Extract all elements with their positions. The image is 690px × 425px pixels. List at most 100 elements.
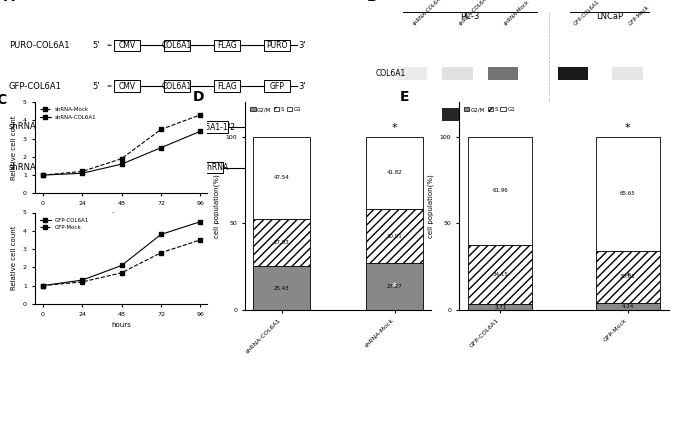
GFP-Mock <box>39 283 47 288</box>
FancyBboxPatch shape <box>264 40 290 51</box>
FancyBboxPatch shape <box>214 80 240 92</box>
shRNA-COL6A1 <box>39 173 47 178</box>
FancyBboxPatch shape <box>172 162 224 173</box>
Bar <box>469 137 532 244</box>
Text: GFP-COL6A1: GFP-COL6A1 <box>573 0 601 26</box>
Legend: GFP-COL6A1, GFP-Mock: GFP-COL6A1, GFP-Mock <box>37 215 92 232</box>
Bar <box>469 244 532 304</box>
shRNA-Mock <box>39 173 47 178</box>
Text: 27.27: 27.27 <box>386 284 402 289</box>
Bar <box>596 137 660 251</box>
FancyBboxPatch shape <box>164 40 190 51</box>
Text: PURO: PURO <box>266 41 288 50</box>
Text: 5': 5' <box>92 41 100 50</box>
Text: shRNA-COL6A1-2: shRNA-COL6A1-2 <box>457 0 495 26</box>
Legend: G2/M, S, G1: G2/M, S, G1 <box>248 105 304 114</box>
Text: 3': 3' <box>298 82 306 91</box>
GFP-Mock <box>196 238 204 243</box>
Bar <box>488 67 518 80</box>
Text: hU6: hU6 <box>119 122 135 131</box>
GFP-Mock <box>78 279 86 284</box>
shRNA-Mock <box>78 169 86 174</box>
Bar <box>366 263 423 310</box>
FancyBboxPatch shape <box>264 80 290 92</box>
GFP-COL6A1 <box>196 219 204 224</box>
Text: *: * <box>392 282 397 292</box>
shRNA-COL6A1 <box>78 171 86 176</box>
Bar <box>253 219 310 266</box>
Text: 25.43: 25.43 <box>274 286 290 291</box>
Bar <box>558 108 588 121</box>
FancyBboxPatch shape <box>256 162 282 173</box>
FancyBboxPatch shape <box>258 121 284 133</box>
Bar <box>613 67 643 80</box>
Text: 41.82: 41.82 <box>386 170 402 176</box>
Text: PC-3: PC-3 <box>460 12 480 21</box>
Text: LNCaP: LNCaP <box>596 12 623 21</box>
FancyBboxPatch shape <box>214 40 240 51</box>
Y-axis label: cell population(%): cell population(%) <box>428 174 434 238</box>
Text: scramble-shRNA: scramble-shRNA <box>166 163 229 172</box>
FancyBboxPatch shape <box>114 80 140 92</box>
Text: *: * <box>625 272 630 282</box>
Text: 65.65: 65.65 <box>620 191 635 196</box>
shRNA-Mock <box>117 156 126 161</box>
shRNA-COL6A1 <box>117 162 126 167</box>
shRNA-Mock <box>196 112 204 117</box>
Y-axis label: Relative cell count: Relative cell count <box>11 226 17 290</box>
Text: 3': 3' <box>290 163 298 172</box>
Text: 61.96: 61.96 <box>493 188 508 193</box>
Text: 3': 3' <box>293 122 300 131</box>
Bar <box>558 67 588 80</box>
GFP-Mock <box>157 250 165 255</box>
Bar <box>397 108 427 121</box>
Text: CMV: CMV <box>118 41 135 50</box>
FancyBboxPatch shape <box>114 121 140 133</box>
Text: 5': 5' <box>92 82 100 91</box>
Text: FLAG: FLAG <box>217 82 237 91</box>
FancyBboxPatch shape <box>114 162 140 173</box>
Bar <box>442 67 473 80</box>
Text: *: * <box>625 123 631 133</box>
Text: 3': 3' <box>298 41 306 50</box>
Bar <box>442 108 473 121</box>
Text: COL6A1: COL6A1 <box>375 69 406 78</box>
Text: GFP-Mock: GFP-Mock <box>628 4 650 26</box>
Text: A: A <box>3 0 14 4</box>
Text: shRNA-COL6A1-1/2: shRNA-COL6A1-1/2 <box>162 122 235 131</box>
Bar <box>596 251 660 303</box>
GFP-COL6A1 <box>78 278 86 283</box>
Bar <box>397 67 427 80</box>
Legend: G2/M, S, G1: G2/M, S, G1 <box>462 105 518 114</box>
Line: shRNA-Mock: shRNA-Mock <box>41 113 202 177</box>
Text: GFP-COL6A1: GFP-COL6A1 <box>8 82 61 91</box>
Text: C: C <box>0 93 7 107</box>
Line: GFP-COL6A1: GFP-COL6A1 <box>41 220 202 287</box>
Text: GAPDH: GAPDH <box>375 110 403 119</box>
Y-axis label: cell population(%): cell population(%) <box>214 174 220 238</box>
FancyBboxPatch shape <box>170 121 228 133</box>
Text: COL6A1: COL6A1 <box>161 82 192 91</box>
Text: 30.91: 30.91 <box>386 234 402 238</box>
Text: PURO-COL6A1: PURO-COL6A1 <box>8 41 69 50</box>
Text: E: E <box>400 90 409 104</box>
GFP-COL6A1 <box>117 263 126 268</box>
Text: 5': 5' <box>92 163 100 172</box>
Text: 4.34: 4.34 <box>622 304 634 309</box>
shRNA-COL6A1 <box>157 145 165 150</box>
Bar <box>366 137 423 209</box>
shRNA-COL6A1 <box>196 129 204 134</box>
Text: 5': 5' <box>92 122 100 131</box>
Text: ploy T: ploy T <box>257 163 280 172</box>
Text: D: D <box>193 90 204 104</box>
GFP-Mock <box>117 270 126 275</box>
Text: 34.15: 34.15 <box>493 272 508 277</box>
Line: GFP-Mock: GFP-Mock <box>41 238 202 287</box>
GFP-COL6A1 <box>157 232 165 237</box>
Text: hU6: hU6 <box>119 163 135 172</box>
Bar <box>488 108 518 121</box>
Y-axis label: Relative cell count: Relative cell count <box>11 116 17 180</box>
Text: GFP: GFP <box>269 82 284 91</box>
Bar <box>469 304 532 310</box>
Text: shRNA-Mock: shRNA-Mock <box>503 0 531 26</box>
